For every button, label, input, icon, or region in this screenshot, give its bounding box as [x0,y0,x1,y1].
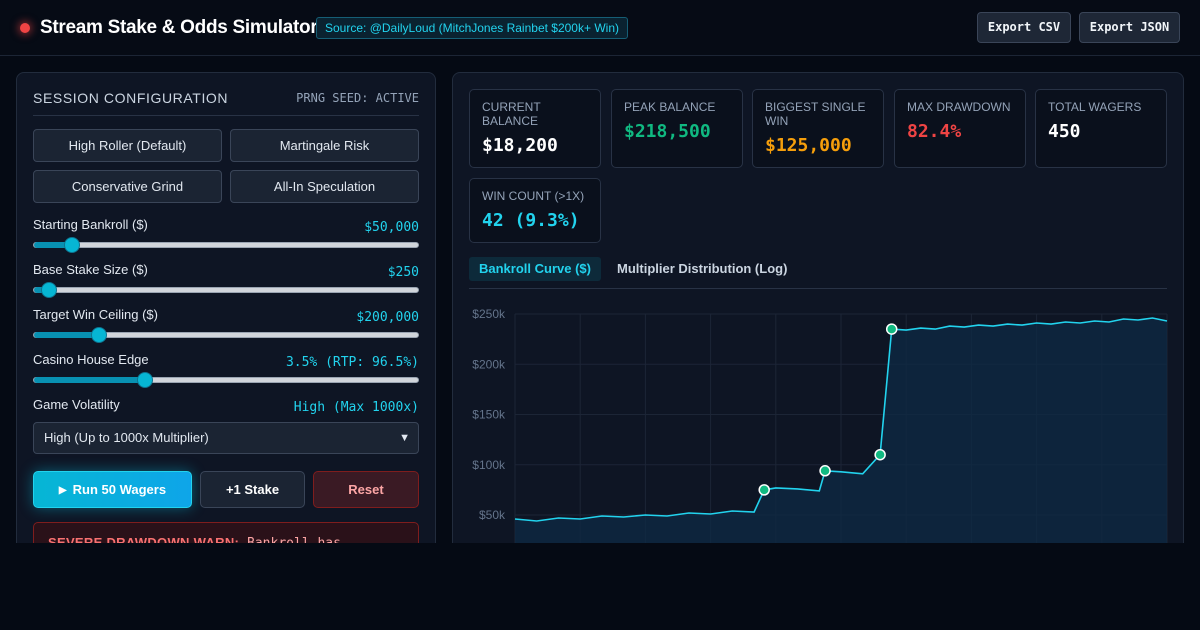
config-title: SESSION CONFIGURATION [33,90,229,106]
results-panel: CURRENT BALANCE $18,200 PEAK BALANCE $21… [452,72,1184,572]
volatility-select[interactable]: High (Up to 1000x Multiplier) ▼ [33,422,419,454]
divider [33,115,419,116]
run-wagers-button[interactable]: ▶ Run 50 Wagers [33,471,192,508]
preset-martingale-button[interactable]: Martingale Risk [230,129,419,162]
house-edge-slider[interactable] [33,372,419,388]
add-stake-button[interactable]: +1 Stake [200,471,305,508]
stat-label: BIGGEST SINGLE WIN [765,100,866,128]
export-json-button[interactable]: Export JSON [1079,12,1180,43]
stat-peak-balance: PEAK BALANCE $218,500 [611,89,743,168]
live-indicator-icon [20,23,30,33]
base-stake-value: $250 [387,265,419,280]
stat-label: WIN COUNT (>1X) [482,189,585,203]
win-marker[interactable] [874,448,886,461]
house-edge-value: 3.5% (RTP: 96.5%) [285,355,419,370]
stat-value: $125,000 [765,135,852,156]
preset-conservative-button[interactable]: Conservative Grind [33,170,222,203]
session-config-panel: SESSION CONFIGURATION PRNG SEED: ACTIVE … [16,72,436,582]
slider-handle[interactable] [137,372,154,388]
tab-bankroll-curve[interactable]: Bankroll Curve ($) [469,257,601,281]
target-win-ceiling-value: $200,000 [356,310,419,325]
win-marker[interactable] [885,323,898,335]
stat-win-count: WIN COUNT (>1X) 42 (9.3%) [469,178,601,243]
reset-button[interactable]: Reset [313,471,419,508]
stat-current-balance: CURRENT BALANCE $18,200 [469,89,601,168]
target-win-ceiling-label: Target Win Ceiling ($) [33,307,158,322]
starting-bankroll-value: $50,000 [364,220,419,235]
slider-handle[interactable] [64,237,81,253]
house-edge-label: Casino House Edge [33,352,149,367]
stat-label: CURRENT BALANCE [482,100,541,128]
slider-fill [34,242,73,248]
prng-seed-status: PRNG SEED: ACTIVE [296,91,419,105]
stat-value: 82.4% [907,121,962,142]
game-volatility-label: Game Volatility [33,397,120,412]
play-icon: ▶ [58,485,67,496]
y-tick-label: $150k [472,408,506,422]
stat-value: $218,500 [624,121,711,142]
stat-value: 42 (9.3%) [482,210,580,231]
stat-max-drawdown: MAX DRAWDOWN 82.4% [894,89,1026,168]
target-win-ceiling-slider[interactable] [33,327,419,343]
bankroll-line [514,317,1168,522]
y-tick-label: $50k [479,508,506,522]
chevron-down-icon: ▼ [399,432,410,444]
bankroll-chart: $250k $200k $150k $100k $50k [472,307,1168,543]
starting-bankroll-label: Starting Bankroll ($) [33,217,148,232]
volatility-selected-option: High (Up to 1000x Multiplier) [44,430,209,445]
base-stake-label: Base Stake Size ($) [33,262,148,277]
divider [469,288,1167,289]
game-volatility-value: High (Max 1000x) [293,400,419,415]
viewport-bottom [0,543,1200,630]
slider-fill [34,332,100,338]
y-tick-label: $250k [472,307,506,321]
slider-handle[interactable] [41,282,58,298]
run-wagers-label: Run 50 Wagers [72,482,167,497]
stat-value: $18,200 [482,135,558,156]
bankroll-area [515,318,1167,543]
source-badge[interactable]: Source: @DailyLoud (MitchJones Rainbet $… [316,17,628,39]
y-tick-label: $100k [472,458,506,472]
app-title: Stream Stake & Odds Simulator [40,17,318,38]
stat-total-wagers: TOTAL WAGERS 450 [1035,89,1167,168]
stat-value: 450 [1048,121,1081,142]
stat-biggest-win: BIGGEST SINGLE WIN $125,000 [752,89,884,168]
y-tick-label: $200k [472,357,506,371]
stat-label: TOTAL WAGERS [1048,100,1142,114]
win-marker[interactable] [819,465,831,477]
app-header: Stream Stake & Odds Simulator Source: @D… [0,0,1200,56]
preset-high-roller-button[interactable]: High Roller (Default) [33,129,222,162]
starting-bankroll-slider[interactable] [33,237,419,253]
slider-handle[interactable] [91,327,108,343]
base-stake-slider[interactable] [33,282,419,298]
stat-label: PEAK BALANCE [624,100,716,114]
export-csv-button[interactable]: Export CSV [977,12,1071,43]
stat-label: MAX DRAWDOWN [907,100,1011,114]
tab-multiplier-distribution[interactable]: Multiplier Distribution (Log) [617,261,788,276]
win-marker[interactable] [758,484,770,496]
preset-all-in-button[interactable]: All-In Speculation [230,170,419,203]
slider-fill [34,377,146,383]
